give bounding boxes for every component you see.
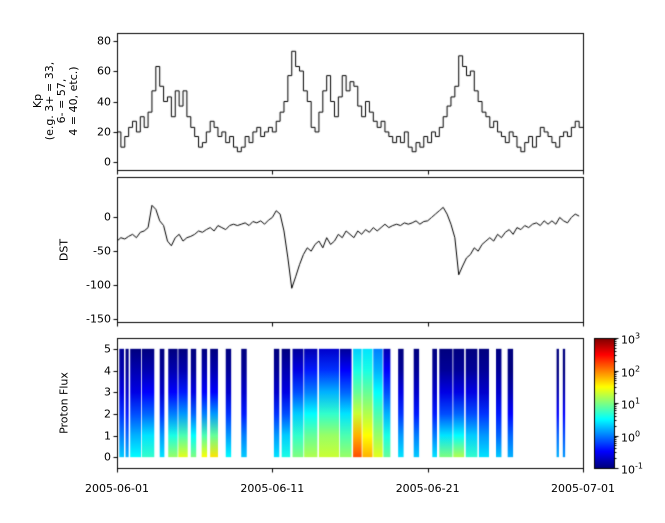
kp-ytick-label: 60	[97, 64, 111, 78]
dst-axis-label: DST	[57, 238, 71, 262]
proton-ytick-label: 2	[104, 407, 111, 421]
dst-ytick-label: -150	[86, 312, 111, 326]
colorbar-tick-label: 103	[621, 331, 641, 347]
proton-ytick-label: 5	[104, 342, 111, 356]
dst-ytick-label: 0	[104, 210, 111, 224]
date-tick-label: 2005-06-11	[240, 482, 305, 495]
kp-axis-label-line-4: 4 = 40, etc.)	[67, 66, 80, 136]
dst-ytick-label: -100	[86, 278, 111, 292]
date-tick-label: 2005-06-01	[85, 482, 149, 495]
proton-flux-axis-label: Proton Flux	[57, 372, 71, 434]
date-tick-label: 2005-06-21	[395, 482, 460, 495]
proton-ytick-label: 4	[104, 364, 111, 377]
proton-ytick-label: 3	[104, 385, 111, 399]
kp-ytick-label: 20	[97, 125, 111, 139]
colorbar-tick-label: 10-1	[621, 461, 643, 477]
kp-axis-label: Kp (e.g. 3+ = 33, 6- = 57, 4 = 40, etc.)	[31, 62, 80, 140]
kp-ytick-label: 0	[104, 155, 111, 169]
proton-ytick-label: 0	[104, 450, 111, 464]
date-tick-label: 2005-07-01	[551, 482, 615, 495]
kp-ytick-label: 40	[97, 95, 111, 108]
colorbar-tick-label: 102	[621, 364, 641, 379]
dst-ytick-label: -50	[93, 244, 111, 258]
colorbar-tick-label: 100	[621, 429, 641, 444]
kp-ytick-label: 80	[97, 34, 111, 48]
proton-ytick-label: 1	[104, 429, 111, 442]
colorbar-tick-label: 101	[621, 396, 641, 412]
